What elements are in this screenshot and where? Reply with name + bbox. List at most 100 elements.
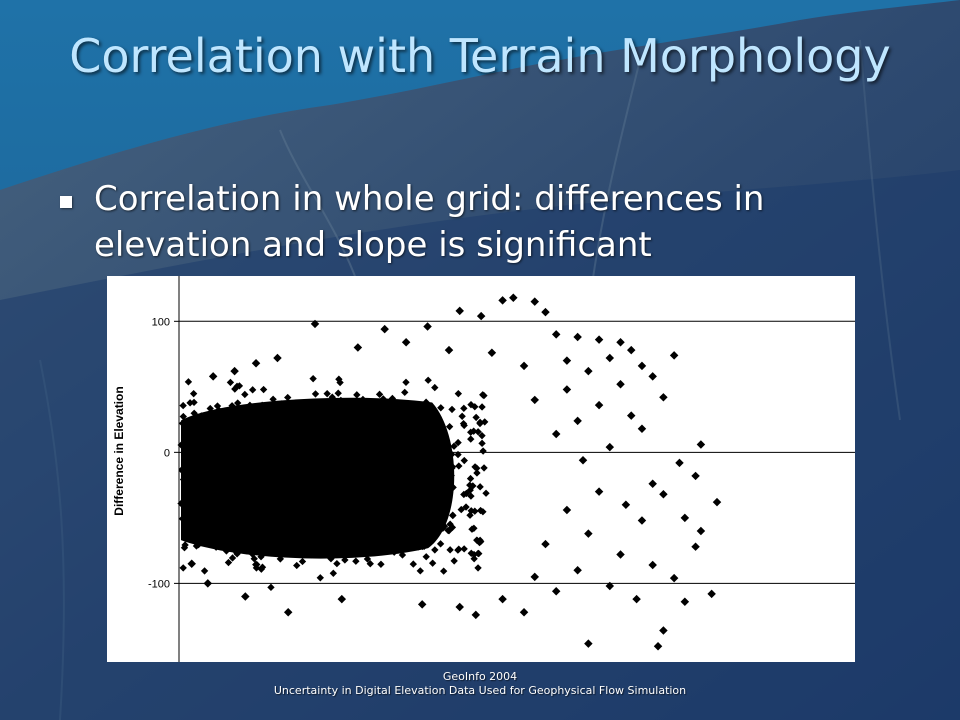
cluster-point — [224, 489, 232, 497]
cluster-point — [323, 492, 332, 501]
cluster-point — [219, 452, 227, 460]
cluster-point — [316, 405, 324, 414]
scatter-point — [616, 550, 625, 559]
scatter-point — [230, 366, 239, 376]
cluster-point — [189, 389, 198, 398]
cluster-point — [305, 492, 313, 501]
y-tick-label: -100 — [148, 578, 170, 590]
cluster-point — [293, 437, 301, 445]
scatter-point — [707, 589, 716, 599]
cluster-point — [353, 422, 361, 431]
cluster-point — [349, 453, 357, 462]
cluster-point — [400, 505, 408, 513]
cluster-point — [445, 422, 454, 431]
scatter-point — [417, 600, 427, 609]
cluster-point — [329, 450, 337, 458]
cluster-point — [268, 454, 276, 462]
footer-line-1: GeoInfo 2004 — [442, 670, 518, 683]
cluster-point — [254, 538, 263, 547]
cluster-point — [470, 550, 478, 559]
scatter-point — [471, 610, 481, 620]
cluster-point — [275, 467, 283, 476]
cluster-point — [466, 511, 474, 519]
cluster-point — [250, 555, 258, 563]
cluster-point — [185, 497, 193, 506]
scatter-point — [283, 607, 293, 617]
cluster-point — [379, 462, 388, 471]
cluster-point — [412, 425, 420, 433]
scatter-point — [476, 311, 486, 321]
cluster-point — [309, 375, 317, 383]
cluster-point — [401, 388, 409, 397]
cluster-point — [321, 459, 329, 468]
cluster-point — [434, 487, 442, 496]
cluster-point — [447, 471, 455, 480]
scatter-point — [584, 366, 593, 376]
cluster-point — [269, 442, 277, 451]
cluster-point — [331, 542, 339, 551]
cluster-point — [215, 406, 223, 415]
cluster-point — [311, 390, 320, 398]
cluster-point — [450, 557, 458, 565]
footer: GeoInfo 2004 Uncertainty in Digital Elev… — [0, 670, 960, 698]
scatter-point — [455, 306, 464, 316]
cluster-point — [250, 491, 258, 500]
cluster-point — [237, 495, 246, 503]
cluster-point — [416, 526, 424, 534]
cluster-point — [356, 493, 364, 501]
cluster-point — [314, 505, 323, 513]
cluster-point — [439, 424, 447, 433]
cluster-point — [470, 555, 478, 563]
cluster-point — [396, 511, 405, 520]
cluster-point — [332, 465, 340, 474]
cluster-point — [241, 390, 249, 399]
scatter-point — [594, 400, 604, 410]
scatter-point — [605, 442, 615, 452]
cluster-point — [390, 437, 399, 445]
cluster-point — [179, 412, 187, 421]
y-axis-label: Difference in Elevation — [112, 386, 126, 515]
scatter-point — [562, 356, 572, 365]
cluster-point — [460, 404, 468, 413]
cluster-point — [429, 465, 438, 473]
cluster-point — [443, 451, 452, 459]
bullet-square-icon — [60, 196, 72, 208]
cluster-point — [454, 389, 463, 398]
cluster-point — [221, 484, 229, 493]
scatter-point — [621, 500, 631, 510]
cluster-point — [354, 479, 363, 487]
cluster-point — [353, 391, 361, 399]
cluster-point — [285, 448, 294, 456]
cluster-point — [374, 458, 382, 466]
cluster-point — [229, 454, 237, 462]
scatter-point — [594, 335, 604, 344]
cluster-point — [305, 450, 313, 458]
cluster-point — [317, 470, 326, 478]
cluster-point — [391, 402, 399, 410]
cluster-point — [374, 528, 382, 536]
scatter-point — [573, 566, 582, 575]
cluster-point — [310, 419, 318, 427]
cluster-point — [377, 443, 385, 451]
cluster-point — [415, 510, 424, 518]
scatter-point — [551, 429, 561, 439]
cluster-point — [437, 404, 445, 412]
scatter-point — [632, 594, 641, 604]
cluster-point — [339, 481, 347, 489]
cluster-point — [426, 486, 434, 494]
cluster-point — [195, 467, 203, 475]
scatter-point — [648, 479, 657, 489]
cluster-point — [383, 473, 391, 481]
cluster-point — [448, 405, 456, 414]
cluster-point — [210, 464, 219, 472]
cluster-point — [316, 574, 324, 582]
cluster-point — [322, 484, 331, 492]
cluster-point — [398, 551, 407, 559]
scatter-point — [578, 455, 588, 465]
cluster-point — [314, 398, 322, 406]
cluster-point — [343, 428, 352, 436]
scatter-point — [337, 594, 347, 604]
cluster-point — [229, 497, 237, 505]
cluster-point — [473, 469, 481, 477]
cluster-point — [270, 461, 278, 469]
